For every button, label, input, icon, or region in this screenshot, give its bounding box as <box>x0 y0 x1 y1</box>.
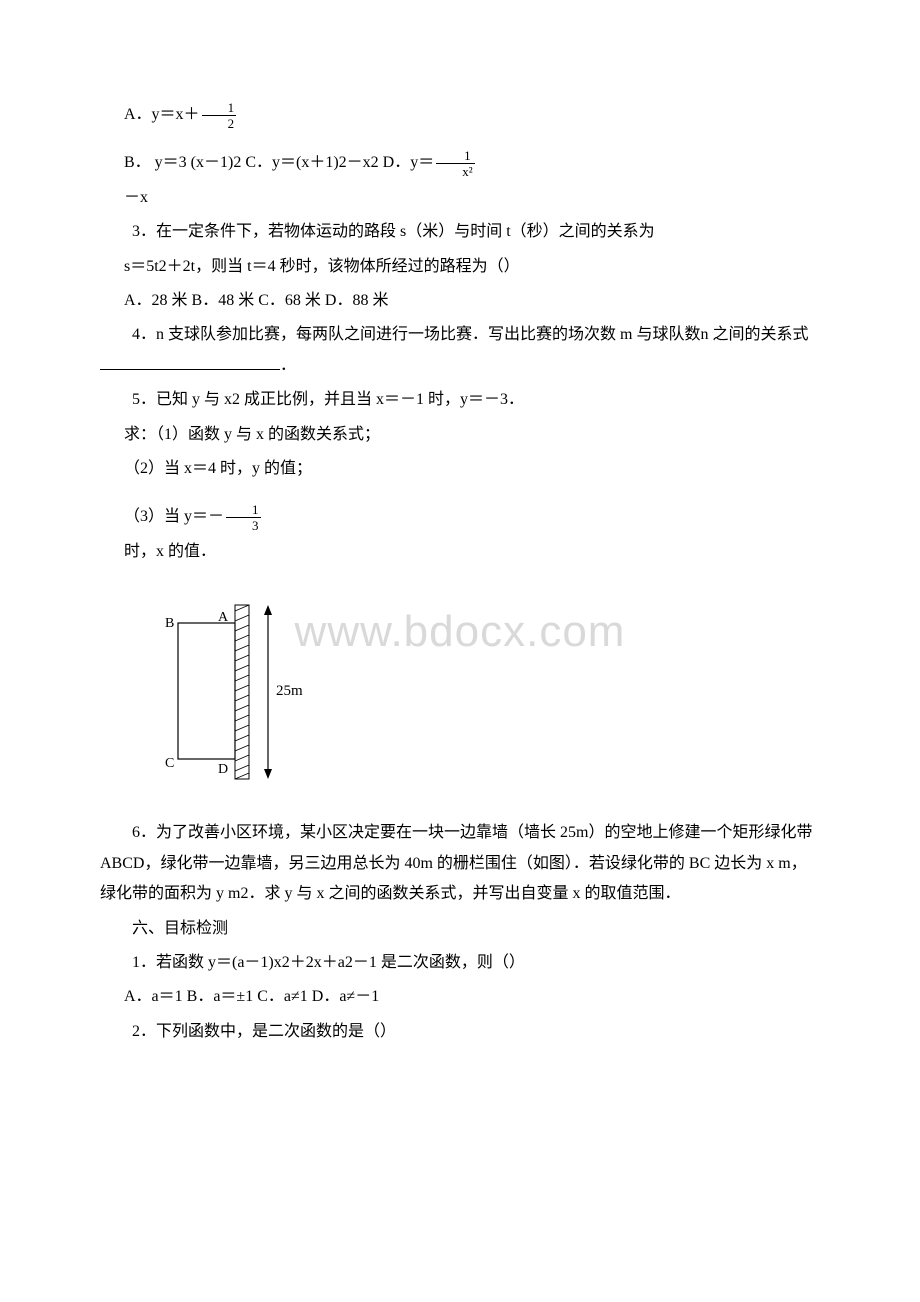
q3-options: A．28 米 B．48 米 C．68 米 D．88 米 <box>100 286 820 316</box>
label-25m: 25m <box>276 683 303 699</box>
label-c: C <box>165 756 174 771</box>
q6-text: 6．为了改善小区环境，某小区决定要在一块一边靠墙（墙长 25m）的空地上修建一个… <box>100 818 820 909</box>
q5-part1: 求：（1）函数 y 与 x 的函数关系式； <box>100 420 820 450</box>
q4-line: 4．n 支球队参加比赛，每两队之间进行一场比赛．写出比赛的场次数 m 与球队数n… <box>100 320 820 381</box>
document-content: A．y＝x＋12 B． y＝3 (x－1)2 C．y＝(x＋1)2－x2 D．y… <box>100 100 820 1047</box>
q3-line2: s＝5t2＋2t，则当 t＝4 秒时，该物体所经过的路程为（） <box>100 252 820 282</box>
t1-options: A．a＝1 B．a＝±1 C．a≠1 D．a≠－1 <box>100 982 820 1012</box>
q3-line1: 3．在一定条件下，若物体运动的路段 s（米）与时间 t（秒）之间的关系为 <box>100 217 820 247</box>
q2-option-a: A．y＝x＋12 <box>100 100 820 130</box>
frac-num: 1 <box>436 149 474 164</box>
frac-num: 1 <box>226 503 261 518</box>
section-6-heading: 六、目标检测 <box>100 914 820 944</box>
diagram-svg: B A C D 25m <box>160 597 340 787</box>
fraction-half: 12 <box>202 101 237 130</box>
fraction-third: 13 <box>226 503 261 532</box>
q5-part3a: （3）当 y＝－13 <box>100 502 820 532</box>
q5-part2: （2）当 x＝4 时，y 的值； <box>100 454 820 484</box>
frac-den: 3 <box>226 518 261 532</box>
label-d: D <box>218 762 228 777</box>
t2-stem: 2．下列函数中，是二次函数的是（） <box>100 1017 820 1047</box>
q5-p3a-text: （3）当 y＝－ <box>124 508 224 525</box>
q2-optbc-text: B． y＝3 (x－1)2 C．y＝(x＋1)2－x2 D．y＝ <box>124 154 434 171</box>
q4-post: ． <box>280 357 296 374</box>
q2-tail: －x <box>100 183 820 213</box>
q2-options-bcd: B． y＝3 (x－1)2 C．y＝(x＋1)2－x2 D．y＝1x² <box>100 148 820 178</box>
wall-diagram: B A C D 25m <box>160 597 820 798</box>
blank-line <box>100 369 280 370</box>
t1-stem: 1．若函数 y＝(a－1)x2＋2x＋a2－1 是二次函数，则（） <box>100 948 820 978</box>
q2-opta-text: A．y＝x＋ <box>124 106 200 123</box>
label-a: A <box>218 610 229 625</box>
label-b: B <box>165 616 174 631</box>
q5-part3b: 时，x 的值． <box>100 537 820 567</box>
q5-stem: 5．已知 y 与 x2 成正比例，并且当 x＝－1 时，y＝－3． <box>100 385 820 415</box>
fraction-inv-x2: 1x² <box>436 149 474 178</box>
frac-num: 1 <box>202 101 237 116</box>
frac-den: x² <box>436 164 474 178</box>
frac-den: 2 <box>202 116 237 130</box>
q4-pre: 4．n 支球队参加比赛，每两队之间进行一场比赛．写出比赛的场次数 m 与球队数n… <box>132 326 808 343</box>
